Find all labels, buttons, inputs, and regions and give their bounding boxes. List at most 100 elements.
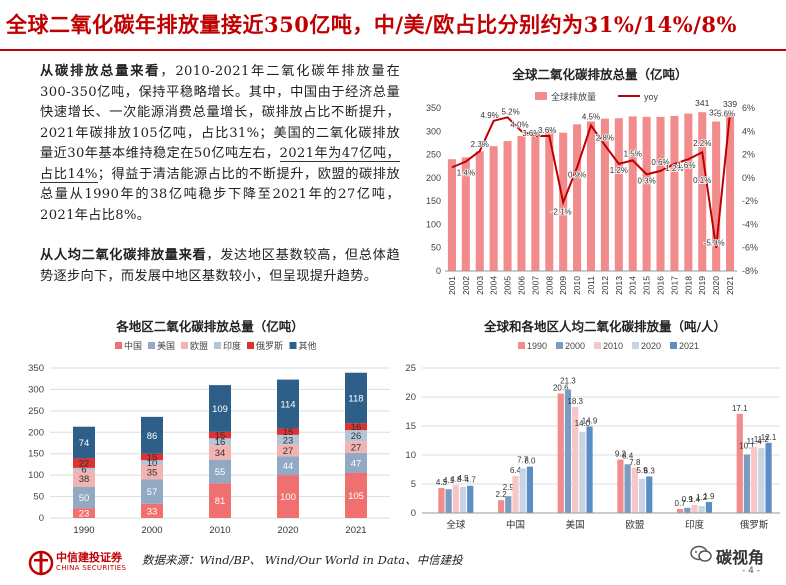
legend-swatch-percapita: [632, 342, 639, 349]
segment-label: 34: [215, 448, 226, 459]
grouped-bar-label: 2.9: [503, 483, 515, 492]
segment-label: 35: [147, 467, 158, 478]
yoy-line: [451, 112, 732, 248]
segment-label: 16: [351, 422, 362, 433]
grouped-bar: [572, 406, 579, 513]
x-tick-global: 2015: [642, 276, 652, 295]
grouped-bar-label: 11.2: [754, 435, 770, 444]
regional-chart-title: 各地区二氧化碳排放总量（亿吨）: [116, 319, 304, 334]
grouped-bar-label: 1.4: [689, 495, 701, 504]
stacked-segment: [345, 473, 367, 518]
bar-label-global: 341: [695, 98, 709, 108]
bar-global: [475, 151, 484, 271]
legend-swatch-regional: [115, 342, 122, 349]
stacked-segment: [277, 428, 299, 435]
bar-global: [531, 131, 540, 271]
segment-label: 15: [283, 427, 294, 438]
logo-name: 中信建投证券: [56, 551, 122, 564]
stacked-segment: [141, 464, 163, 480]
citic-logo-icon: [28, 550, 54, 576]
bar-global: [586, 121, 596, 272]
yoy-label: 4.5%: [582, 112, 600, 121]
yoy-label: 2.2%: [693, 139, 711, 148]
segment-label: 6: [81, 465, 86, 476]
legend-swatch-percapita: [556, 342, 563, 349]
grouped-bar-label: 6.3: [644, 466, 656, 475]
segment-label: 81: [215, 496, 226, 507]
y-tick-left: 250: [426, 150, 441, 160]
stacked-segment: [277, 379, 299, 429]
x-tick-global: 2005: [503, 276, 513, 295]
bar-global: [489, 146, 498, 271]
y-tick-right: -6%: [742, 243, 758, 253]
grouped-bar: [677, 508, 684, 513]
segment-label: 47: [351, 458, 362, 469]
segment-label: 38: [79, 474, 90, 485]
stacked-segment: [345, 441, 367, 453]
yoy-label: 2.8%: [596, 133, 614, 142]
grouped-bar-label: 6.4: [510, 466, 522, 475]
bar-global: [684, 113, 693, 272]
legend-swatch-regional: [214, 342, 221, 349]
grouped-bar: [512, 475, 519, 513]
stacked-segment: [209, 445, 231, 460]
x-tick-global: 2010: [572, 276, 582, 295]
bar-global: [670, 115, 679, 271]
x-tick-global: 2008: [544, 276, 554, 295]
title-divider: [0, 49, 786, 51]
legend-label-percapita: 2000: [565, 341, 585, 351]
yoy-label: 0.3%: [638, 176, 656, 185]
grouped-bar: [564, 389, 572, 513]
segment-label: 33: [147, 506, 158, 517]
segment-label: 10: [147, 458, 158, 469]
grouped-bar-label: 7.8: [629, 458, 641, 467]
bar-global: [545, 129, 554, 271]
segment-label: 23: [283, 435, 294, 446]
legend-swatch-regional: [247, 342, 254, 349]
legend-label-percapita: 2010: [603, 341, 623, 351]
yoy-label: 2.3%: [471, 140, 489, 149]
segment-label: 50: [79, 493, 90, 504]
stacked-segment: [73, 426, 95, 459]
y-tick-right: -2%: [742, 196, 758, 206]
segment-label: 23: [79, 509, 90, 520]
grouped-bar-label: 12.1: [761, 433, 777, 442]
grouped-bar: [638, 478, 646, 513]
grouped-bar: [617, 459, 624, 513]
x-tick-global: 2017: [669, 276, 679, 295]
segment-label: 27: [283, 446, 294, 457]
segment-label: 27: [351, 443, 362, 454]
grouped-bar-label: 8.4: [622, 451, 634, 460]
legend-label-percapita: 2020: [641, 341, 661, 351]
grouped-bar-label: 8.0: [524, 457, 536, 466]
grouped-bar-label: 5.9: [636, 466, 648, 475]
bar-global: [726, 113, 735, 271]
y-tick-percapita: 25: [405, 363, 416, 374]
legend-label-regional: 欧盟: [190, 340, 208, 351]
yoy-label: 4.0%: [510, 120, 528, 129]
segment-label: 44: [283, 461, 294, 472]
paragraph-per-capita: 从人均二氧化碳排放量来看，发达地区基数较高，但总体趋势逐步向下，而发展中地区基数…: [40, 246, 400, 287]
grouped-bar-label: 21.3: [560, 376, 576, 385]
segment-label: 55: [215, 467, 226, 478]
stacked-segment: [141, 416, 163, 454]
legend-label-percapita: 2021: [679, 341, 699, 351]
grouped-bar-label: 20.6: [553, 384, 569, 393]
grouped-bar: [526, 466, 533, 513]
legend-swatch-regional: [181, 342, 188, 349]
y-tick-left: 0: [436, 266, 441, 276]
segment-label: 105: [348, 491, 364, 502]
stacked-segment: [141, 503, 163, 518]
segment-label: 114: [280, 400, 295, 411]
y-tick-right: 4%: [742, 126, 755, 136]
y-tick-regional: 300: [28, 384, 44, 395]
x-tick-global: 2016: [656, 276, 666, 295]
legend-label-regional: 中国: [124, 340, 142, 351]
stacked-segment: [73, 486, 95, 509]
regional-emissions-chart: 中国 美国 欧盟 印度 俄罗斯 其他 0 50 100 150 200 250 300 350 23 50 38…: [28, 340, 390, 536]
grouped-bar: [452, 485, 459, 513]
global-chart-title: 全球二氧化碳排放总量（亿吨）: [512, 67, 688, 82]
x-tick-global: 2020: [711, 276, 721, 295]
x-tick-global: 2014: [628, 276, 638, 295]
stacked-segment: [345, 430, 367, 442]
